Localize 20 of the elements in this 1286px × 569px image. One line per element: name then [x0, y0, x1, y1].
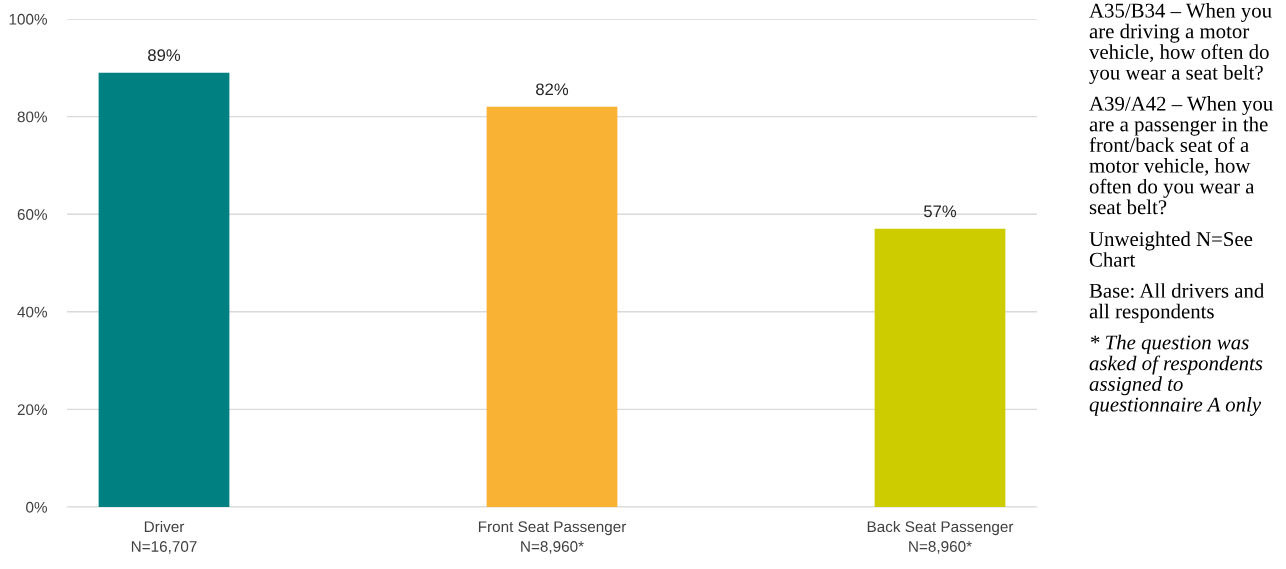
y-tick-label: 60%	[17, 209, 48, 220]
data-label: 82%	[536, 83, 569, 96]
y-tick-label: 80%	[17, 111, 48, 123]
bar	[98, 72, 230, 507]
text: A39/A42 – When you are a passenger in the front/back seat of a motor vehicle, how often do you wear a seat belt?	[1089, 96, 1273, 215]
data-label: 89%	[148, 49, 181, 62]
bar	[486, 106, 618, 507]
y-tick-label: 0%	[26, 501, 48, 513]
y-tick-label: 20%	[17, 404, 48, 416]
x-tick-label: Front Seat Passenger N=8,960*	[478, 521, 627, 554]
x-tick-label: Driver N=16,707	[131, 520, 197, 554]
text: Unweighted N=See Chart	[1089, 231, 1253, 267]
data-label: 57%	[923, 205, 957, 218]
text: * The question was asked of respondents assigned to questionnaire A only	[1089, 334, 1263, 416]
text: A35/B34 – When you are driving a motor vehicle, how often do you wear a seat belt?	[1089, 3, 1272, 84]
x-tick-label: Back Seat Passenger N=8,960*	[867, 520, 1014, 554]
text: Base: All drivers and all respondents	[1089, 283, 1265, 323]
bar	[874, 228, 1006, 507]
y-tick-label: 100%	[9, 13, 48, 25]
y-tick-label: 40%	[17, 306, 48, 318]
